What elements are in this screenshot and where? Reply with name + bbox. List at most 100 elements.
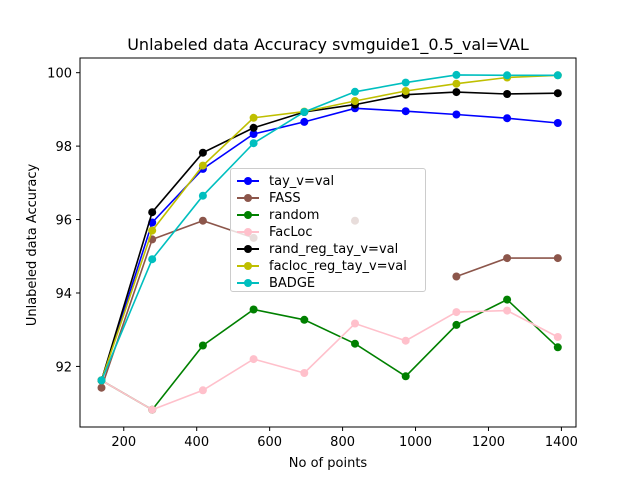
data-point-fass xyxy=(198,216,207,225)
data-point-facloc xyxy=(452,308,461,317)
y-tick-label: 94 xyxy=(55,287,72,302)
legend-label: FacLoc xyxy=(269,224,313,240)
data-point-fass xyxy=(452,272,461,281)
data-point-random xyxy=(401,372,410,381)
series-line-rand-reg-tay-v-val xyxy=(100,91,558,381)
legend-entry-tay-v-val: tay_v=val xyxy=(237,171,334,191)
data-point-facloc xyxy=(198,386,207,395)
data-point-random xyxy=(249,305,258,314)
y-tick-label: 92 xyxy=(55,360,72,375)
data-point-badge xyxy=(401,78,410,87)
data-point-fass xyxy=(553,254,562,263)
data-point-facloc-reg-tay-v-val xyxy=(351,97,359,105)
legend-label: tay_v=val xyxy=(269,173,335,189)
legend-swatch xyxy=(237,188,259,208)
x-tick-label: 1200 xyxy=(472,435,505,450)
legend-entry-rand-reg-tay-v-val: rand_reg_tay_v=val xyxy=(237,239,398,259)
data-point-badge xyxy=(148,255,157,264)
data-point-badge xyxy=(198,191,207,200)
x-tick-label: 400 xyxy=(184,435,209,450)
x-tick-label: 800 xyxy=(330,435,355,450)
data-point-tay-v-val xyxy=(452,110,461,119)
data-point-random xyxy=(300,315,309,324)
data-point-facloc-reg-tay-v-val xyxy=(249,113,258,122)
data-point-badge xyxy=(452,70,461,79)
data-point-facloc-reg-tay-v-val xyxy=(452,79,461,88)
data-point-tay-v-val xyxy=(249,130,258,138)
data-point-badge xyxy=(503,71,512,80)
series-layer xyxy=(97,70,562,414)
series-badge xyxy=(97,70,562,385)
x-axis-label: No of points xyxy=(289,456,368,471)
data-point-rand-reg-tay-v-val xyxy=(198,148,207,157)
data-point-facloc xyxy=(300,369,309,377)
legend-entry-facloc: FacLoc xyxy=(237,222,313,242)
legend-label: random xyxy=(269,207,320,223)
data-point-rand-reg-tay-v-val xyxy=(452,88,461,97)
y-tick-label: 98 xyxy=(55,140,72,155)
data-point-facloc xyxy=(401,336,410,345)
data-point-facloc xyxy=(503,306,512,315)
data-point-rand-reg-tay-v-val xyxy=(553,89,562,98)
series-line-tay-v-val xyxy=(100,107,558,381)
data-point-facloc xyxy=(351,319,359,328)
data-point-facloc xyxy=(249,355,258,364)
legend: tay_v=val FASS random FacLoc rand_reg_tay_v=… xyxy=(230,168,426,292)
legend-swatch xyxy=(237,171,259,191)
data-point-random xyxy=(553,343,562,352)
legend-label: BADGE xyxy=(269,275,316,291)
data-point-badge xyxy=(97,376,106,385)
x-tick-label: 600 xyxy=(257,435,282,450)
data-point-badge xyxy=(300,108,309,116)
data-point-facloc xyxy=(553,333,562,341)
ticks-layer: 200 400 600 800 1000 1200 1400 92 94 96 98 100 xyxy=(47,67,578,450)
legend-swatch xyxy=(237,256,259,276)
series-line-facloc xyxy=(101,309,559,411)
data-point-random xyxy=(452,320,461,329)
legend-swatch xyxy=(237,239,259,259)
data-point-random xyxy=(198,341,207,350)
data-point-badge xyxy=(249,139,258,148)
y-tick-label: 96 xyxy=(55,214,72,229)
legend-swatch xyxy=(237,273,259,293)
legend-entry-random: random xyxy=(237,205,319,225)
x-tick-label: 200 xyxy=(111,435,136,450)
legend-entry-fass: FASS xyxy=(237,188,301,208)
data-point-rand-reg-tay-v-val xyxy=(249,123,258,132)
data-point-random xyxy=(503,295,512,304)
data-point-tay-v-val xyxy=(401,107,410,116)
legend-entry-badge: BADGE xyxy=(237,273,315,293)
data-point-random xyxy=(351,339,359,348)
data-point-tay-v-val xyxy=(553,119,562,127)
data-point-badge xyxy=(553,71,562,80)
data-point-facloc-reg-tay-v-val xyxy=(401,87,410,95)
x-tick-label: 1000 xyxy=(399,435,432,450)
data-point-facloc xyxy=(148,405,157,414)
data-point-badge xyxy=(351,87,359,96)
data-point-tay-v-val xyxy=(300,117,309,126)
legend-label: rand_reg_tay_v=val xyxy=(269,241,399,257)
data-point-fass xyxy=(503,254,512,263)
series-line-random xyxy=(101,298,559,411)
data-point-rand-reg-tay-v-val xyxy=(503,90,512,98)
chart-title: Unlabeled data Accuracy svmguide1_0.5_va… xyxy=(127,35,529,55)
data-point-facloc-reg-tay-v-val xyxy=(198,161,207,170)
legend-label: FASS xyxy=(269,190,301,206)
legend-entry-facloc-reg-tay-v-val: facloc_reg_tay_v=val xyxy=(237,256,407,276)
x-tick-label: 1400 xyxy=(545,435,578,450)
legend-label: facloc_reg_tay_v=val xyxy=(269,258,407,274)
data-point-rand-reg-tay-v-val xyxy=(148,208,157,217)
legend-swatch xyxy=(237,205,259,225)
legend-swatch xyxy=(237,222,259,242)
data-point-facloc-reg-tay-v-val xyxy=(148,226,157,235)
data-point-fass xyxy=(97,383,106,392)
series-line-facloc-reg-tay-v-val xyxy=(100,74,558,381)
plot-frame xyxy=(79,57,577,428)
data-point-tay-v-val xyxy=(503,114,512,123)
y-tick-label: 100 xyxy=(47,67,72,82)
series-line-badge xyxy=(100,74,558,381)
series-line-fass xyxy=(100,219,254,388)
series-fass xyxy=(97,216,562,392)
